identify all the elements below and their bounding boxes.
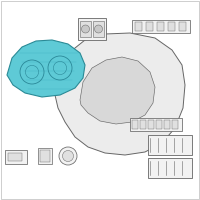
Bar [179, 22, 186, 31]
Bar [172, 120, 178, 129]
Bar [148, 120, 154, 129]
Bar [140, 120, 146, 129]
Polygon shape [55, 33, 185, 155]
Bar [148, 158, 192, 178]
Bar [135, 22, 142, 31]
Bar [40, 150, 50, 162]
Bar [164, 120, 170, 129]
Circle shape [62, 150, 74, 162]
Bar [132, 120, 138, 129]
Bar [157, 22, 164, 31]
Polygon shape [7, 40, 85, 97]
Bar [156, 120, 162, 129]
Bar [8, 153, 22, 161]
Circle shape [82, 25, 90, 33]
Circle shape [59, 147, 77, 165]
Circle shape [95, 25, 102, 33]
Bar [78, 18, 106, 40]
Bar [5, 150, 27, 164]
Polygon shape [80, 57, 155, 124]
Bar [93, 21, 104, 37]
Bar [38, 148, 52, 164]
Bar [130, 118, 182, 131]
Bar [148, 135, 192, 155]
Bar [132, 20, 190, 33]
Bar [80, 21, 91, 37]
Bar [146, 22, 153, 31]
Bar [168, 22, 175, 31]
